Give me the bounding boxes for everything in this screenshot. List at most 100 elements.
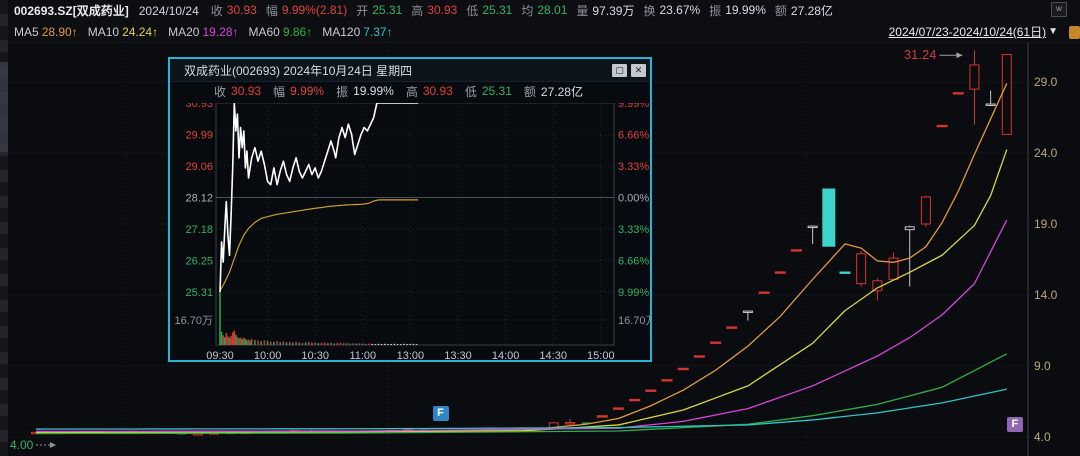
volume-bar <box>260 341 263 345</box>
limit-up-dash-candle[interactable] <box>612 407 624 410</box>
intraday-popup-window[interactable]: 双成药业(002693) 2024年10月24日 星期四 ▢ ✕ 收 30.93 幅… <box>168 57 652 362</box>
candle-body-up[interactable] <box>985 103 996 106</box>
limit-up-dash-candle[interactable] <box>952 92 964 95</box>
quote-field-label: 换 <box>643 3 656 18</box>
selected-candle-highlight[interactable] <box>822 188 836 247</box>
popup-stat-value: 30.93 <box>422 84 453 98</box>
window-control-icon[interactable]: w <box>1051 2 1067 17</box>
price-axis-label: 9.0 <box>1034 359 1051 373</box>
volume-bar <box>326 343 329 345</box>
popup-stat-value: 19.99% <box>353 84 394 98</box>
period-range-control[interactable]: 2024/07/23-2024/10/24(61日) ▼ <box>889 21 1058 42</box>
limit-up-dash-candle[interactable] <box>936 124 948 128</box>
ma-name: MA10 <box>87 24 120 39</box>
volume-bar <box>346 343 348 345</box>
limit-up-dash-candle[interactable] <box>645 389 657 392</box>
volume-bar <box>380 344 383 345</box>
time-axis-label: 09:30 <box>206 350 234 362</box>
period-range-text[interactable]: 2024/07/23-2024/10/24(61日) <box>888 25 1047 39</box>
quote-field-收: 收 30.93 <box>211 2 257 19</box>
inset-right-axis-label: 9.99% <box>618 287 649 299</box>
price-axis-label: 24.0 <box>1034 146 1058 160</box>
popup-stat-label: 低 <box>464 84 477 99</box>
time-axis-label: 14:30 <box>539 350 567 362</box>
candle-body-up[interactable] <box>1001 54 1012 135</box>
quote-field-value: 25.31 <box>372 3 403 17</box>
inset-right-axis-label: 6.66% <box>618 256 649 268</box>
volume-bar <box>269 341 272 345</box>
inset-left-axis-label: 29.99 <box>185 130 213 142</box>
inset-right-axis-label: 9.99% <box>618 103 649 110</box>
limit-up-dash-candle[interactable] <box>726 326 738 329</box>
inset-left-axis-label: 16.70万 <box>174 315 213 327</box>
popup-stat-value: 27.28亿 <box>540 84 583 99</box>
event-badge-f[interactable]: F <box>1006 416 1023 432</box>
limit-up-dash-candle[interactable] <box>790 249 802 252</box>
maximize-icon[interactable]: ▢ <box>612 63 627 77</box>
candle-body-down[interactable] <box>581 422 591 424</box>
popup-stat-label: 幅 <box>273 84 286 99</box>
limit-up-dash-candle[interactable] <box>693 355 705 358</box>
quote-field-value: 30.93 <box>427 3 458 17</box>
ma-name: MA120 <box>322 24 361 39</box>
quote-fields: 收 30.93 幅 9.99%(2.81) 开 25.31 高 30.93 低 25.31 均 28.… <box>211 2 842 20</box>
inset-right-axis-label: 3.33% <box>618 224 649 236</box>
limit-up-dash-candle[interactable] <box>596 415 608 418</box>
ma-item-MA10: MA10 24.24↑ <box>88 25 158 39</box>
volume-bar <box>235 334 237 345</box>
limit-up-dash-candle[interactable] <box>774 271 786 274</box>
limit-down-dash-candle[interactable] <box>839 271 851 274</box>
volume-bar <box>254 339 256 345</box>
candle-body-up[interactable] <box>856 253 867 285</box>
quote-field-value: 30.93 <box>226 3 257 17</box>
candle-body-up[interactable] <box>920 196 931 225</box>
intraday-chart[interactable]: 09:30 10:00 10:30 11:00 13:00 13:30 14:00 14:30… <box>170 103 650 364</box>
event-badge-f[interactable]: F <box>432 406 449 422</box>
stock-code-name[interactable]: 002693.SZ[双成药业] <box>14 4 129 18</box>
volume-bar <box>342 343 345 345</box>
volume-bar <box>250 338 253 345</box>
limit-up-dash-candle[interactable] <box>661 379 673 382</box>
chevron-down-icon[interactable]: ▼ <box>1048 26 1058 37</box>
volume-bar <box>241 339 243 345</box>
inset-left-axis-label: 25.31 <box>185 287 213 299</box>
volume-bar <box>415 344 418 345</box>
quote-field-幅: 幅 9.99%(2.81) <box>266 2 347 19</box>
limit-up-dash-candle[interactable] <box>677 367 689 371</box>
limit-up-dash-candle[interactable] <box>629 398 641 402</box>
quote-field-value: 27.28亿 <box>790 3 833 18</box>
limit-up-dash-candle[interactable] <box>758 291 770 294</box>
inset-frame <box>215 103 615 346</box>
candle-body-up[interactable] <box>742 310 753 313</box>
volume-bar <box>355 343 358 345</box>
ma-item-MA20: MA20 19.28↑ <box>168 25 238 39</box>
quote-field-label: 振 <box>709 3 722 18</box>
price-axis-label: 14.0 <box>1034 288 1058 302</box>
candle-body-up[interactable] <box>969 64 980 90</box>
time-axis-label: 13:30 <box>444 350 472 362</box>
volume-bar <box>246 340 248 345</box>
ma-line-ma120 <box>35 388 1007 430</box>
alert-badge[interactable] <box>1069 26 1080 39</box>
popup-stat-label: 高 <box>405 84 418 99</box>
candle-body-up[interactable] <box>904 226 915 231</box>
quote-field-换: 换 23.67% <box>643 2 700 19</box>
left-sidebar-strip[interactable] <box>0 0 8 456</box>
volume-bar <box>228 337 231 345</box>
volume-bar <box>352 343 354 345</box>
quote-field-value: 9.99%(2.81) <box>281 3 348 17</box>
volume-bar <box>333 343 335 345</box>
candle-body-up[interactable] <box>564 422 575 425</box>
ma-line-ma20 <box>35 219 1008 432</box>
limit-up-dash-candle[interactable] <box>710 341 722 344</box>
popup-stat-label: 振 <box>336 84 349 99</box>
volume-bar <box>390 344 392 345</box>
candle-body-up[interactable] <box>807 225 818 229</box>
inset-left-axis-label: 27.18 <box>185 224 213 236</box>
close-icon[interactable]: ✕ <box>631 63 646 77</box>
popup-title-bar[interactable]: 双成药业(002693) 2024年10月24日 星期四 ▢ ✕ <box>170 59 650 82</box>
avg-price-line <box>219 199 419 291</box>
ma-line-ma10 <box>35 149 1008 433</box>
volume-bar <box>230 335 232 345</box>
